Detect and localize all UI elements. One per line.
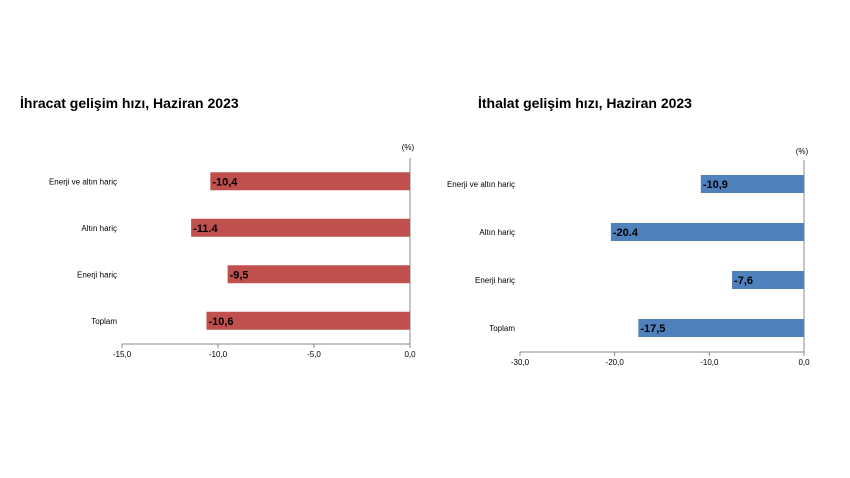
export-bar: [191, 218, 410, 237]
export-bar-value-label: -10,6: [208, 316, 233, 328]
import-bar-value-label: -20.4: [613, 227, 639, 239]
export-bar-value-label: -9,5: [230, 269, 249, 281]
export-category-label: Toplam: [91, 317, 117, 326]
import-category-label: Enerji ve altın hariç: [447, 180, 515, 189]
export-bar: [210, 172, 410, 191]
export-x-tick-label: -15,0: [113, 350, 132, 359]
chart-title-import: İthalat gelişim hızı, Haziran 2023: [478, 95, 692, 111]
export-category-label: Enerji hariç: [77, 270, 117, 279]
export-x-tick-label: -5,0: [307, 350, 321, 359]
import-x-tick-label: 0,0: [798, 358, 810, 367]
import-bar: [638, 319, 804, 337]
import-x-tick-label: -10,0: [700, 358, 719, 367]
export-bar-value-label: -11.4: [193, 223, 218, 235]
export-x-tick-label: -10,0: [209, 350, 228, 359]
chart-title-export: İhracat gelişim hızı, Haziran 2023: [20, 95, 239, 111]
export-category-label: Enerji ve altın hariç: [49, 177, 117, 186]
import-x-tick-label: -30,0: [511, 358, 530, 367]
import-x-tick-label: -20,0: [606, 358, 625, 367]
export-unit-label: (%): [402, 143, 415, 152]
import-unit-label: (%): [796, 147, 809, 156]
import-bar: [610, 223, 804, 241]
import-bar: [732, 271, 804, 289]
import-bar: [700, 175, 804, 193]
import-category-label: Toplam: [489, 324, 515, 333]
export-category-label: Altın hariç: [81, 224, 117, 233]
import-category-label: Altın hariç: [479, 228, 515, 237]
import-category-label: Enerji hariç: [475, 276, 515, 285]
import-bar-value-label: -10,9: [703, 179, 728, 191]
import-bar-value-label: -17,5: [640, 323, 665, 335]
export-bar-value-label: -10,4: [212, 176, 238, 188]
export-bar: [206, 311, 410, 330]
export-x-tick-label: 0,0: [404, 350, 416, 359]
import-bar-value-label: -7,6: [734, 275, 753, 287]
export-bar: [227, 265, 410, 284]
